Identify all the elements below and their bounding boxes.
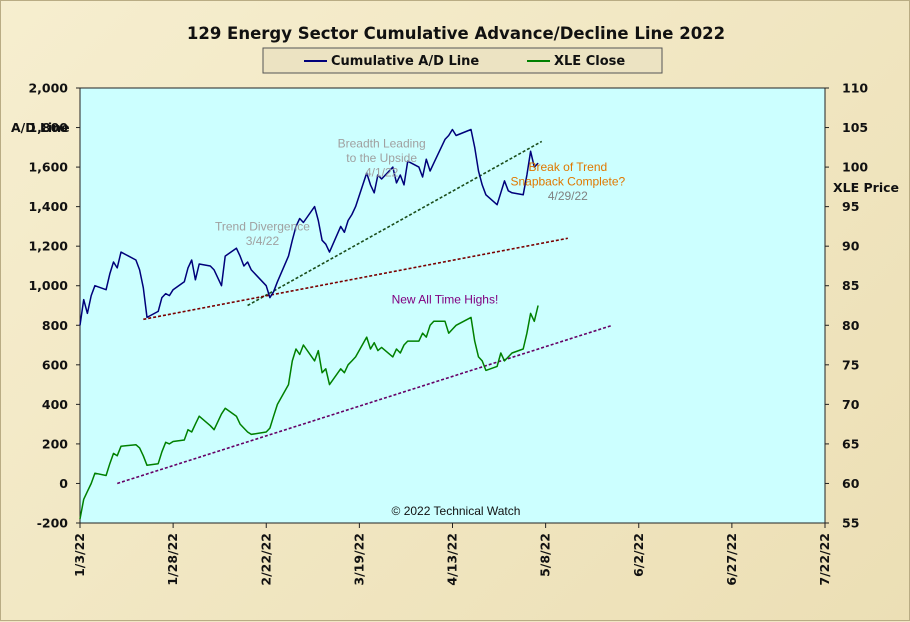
annotation-text: Breadth Leading (338, 136, 426, 150)
y-right-tick-label: 70 (842, 397, 860, 412)
y-left-axis-label: A/D Line (11, 120, 70, 135)
trendline (116, 324, 613, 485)
y-right-tick-label: 90 (842, 239, 860, 254)
x-tick-label: 2/22/22 (258, 533, 273, 586)
y-left-tick-label: 1,600 (28, 160, 68, 175)
y-left-tick-label: 200 (42, 436, 68, 451)
annotation-text: to the Upside (346, 151, 417, 165)
y-left-tick-label: 1,400 (28, 199, 68, 214)
y-right-tick-label: 80 (842, 318, 860, 333)
y-right-tick-label: 110 (842, 81, 868, 96)
x-tick-label: 6/27/22 (724, 533, 739, 586)
y-right-tick-label: 60 (842, 476, 860, 491)
legend: Cumulative A/D Line XLE Close (262, 47, 663, 74)
x-tick-label: 6/2/22 (631, 533, 646, 577)
x-tick-label: 1/3/22 (72, 533, 87, 577)
y-left-tick-label: 600 (42, 357, 68, 372)
y-left-tick-label: 400 (42, 397, 68, 412)
axis-ticks: 2,0001,8001,6001,4001,2001,0008006004002… (28, 81, 868, 586)
annotation-text: Snapback Complete? (510, 175, 625, 189)
annotation-text: New All Time Highs! (392, 293, 499, 307)
x-tick-label: 3/19/22 (351, 533, 366, 586)
legend-label-ad: Cumulative A/D Line (331, 54, 479, 69)
y-left-tick-label: 800 (42, 318, 68, 333)
annotation-text: 4/29/22 (548, 189, 588, 203)
annotation-text: Trend Divergence (215, 219, 310, 233)
x-tick-label: 7/22/22 (817, 533, 832, 586)
annotation-text: Break of Trend (528, 160, 607, 174)
x-tick-label: 5/8/22 (538, 533, 553, 577)
y-right-axis-label: XLE Price (833, 180, 899, 195)
x-tick-label: 1/28/22 (165, 533, 180, 586)
annotation-text: 3/4/22 (246, 234, 280, 248)
y-right-tick-label: 65 (842, 436, 859, 451)
copyright-text: © 2022 Technical Watch (392, 504, 521, 518)
y-left-tick-label: 1,800 (28, 120, 68, 135)
y-right-tick-label: 85 (842, 278, 859, 293)
series-line-ad (79, 128, 539, 326)
annotation-text: 4/1/22 (365, 165, 399, 179)
y-right-tick-label: 105 (842, 120, 868, 135)
y-right-tick-label: 100 (842, 160, 868, 175)
y-right-tick-label: 75 (842, 357, 859, 372)
y-right-tick-label: 55 (842, 516, 859, 531)
legend-label-xle: XLE Close (554, 54, 625, 69)
x-tick-label: 4/13/22 (445, 533, 460, 586)
series-line-xle (79, 305, 539, 520)
plot-area (79, 87, 826, 524)
trendline (143, 237, 568, 321)
y-left-tick-label: 2,000 (28, 81, 68, 96)
legend-box (262, 47, 663, 74)
y-left-tick-label: 1,200 (28, 239, 68, 254)
y-left-tick-label: 1,000 (28, 278, 68, 293)
y-right-tick-label: 95 (842, 199, 859, 214)
y-left-tick-label: -200 (37, 516, 69, 531)
trendlines (116, 140, 613, 485)
series (79, 128, 539, 520)
y-left-tick-label: 0 (59, 476, 68, 491)
chart-title: 129 Energy Sector Cumulative Advance/Dec… (187, 24, 725, 43)
trendline (247, 140, 543, 307)
